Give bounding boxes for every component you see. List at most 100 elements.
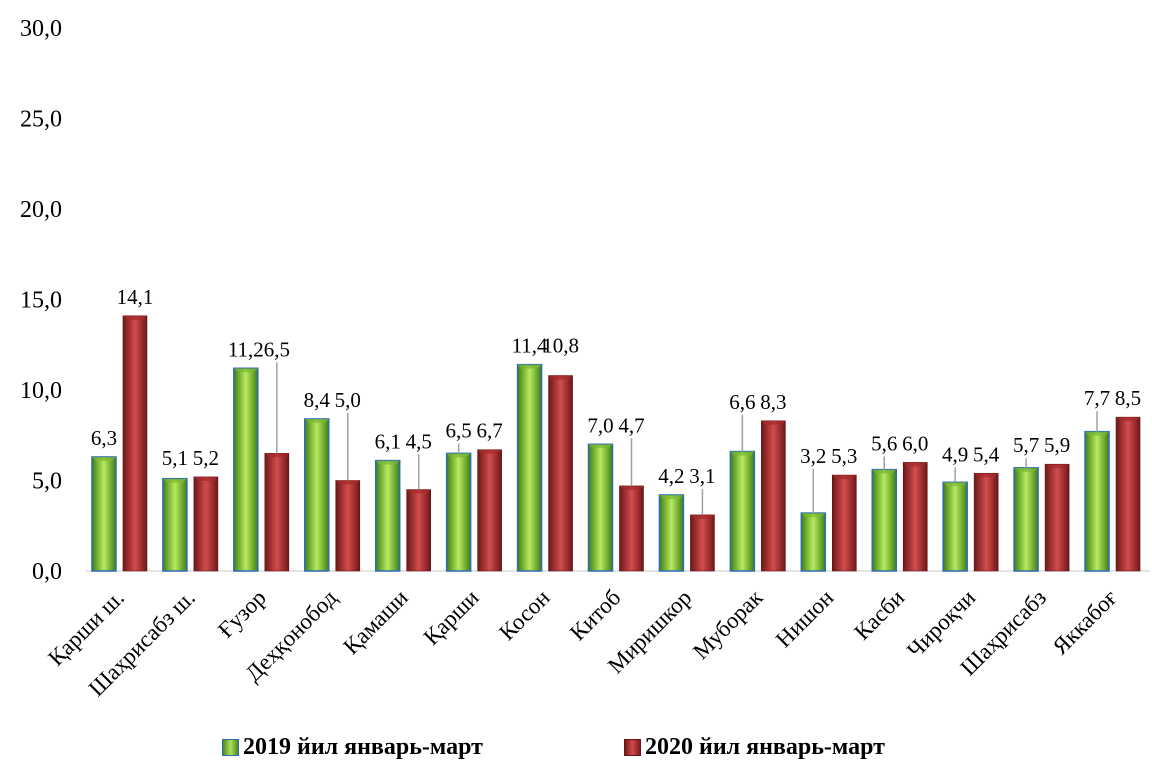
data-label-2020: 5,0 (335, 388, 361, 412)
data-label-2020: 4,5 (406, 430, 432, 454)
bar-2019 (304, 418, 330, 572)
bar-bevel (304, 418, 329, 423)
bar-bevel (446, 453, 471, 458)
x-tick-label: Яккабоғ (1048, 585, 1122, 659)
bar-bevel (588, 444, 613, 449)
bar-bevel (375, 460, 400, 465)
bar-2019 (942, 481, 968, 572)
data-label-2020: 14,1 (117, 285, 154, 309)
y-tick-label: 30,0 (20, 16, 62, 42)
bar-2020 (619, 485, 644, 572)
data-label-2019: 6,3 (91, 426, 117, 450)
bar-2020 (902, 462, 928, 572)
data-label-2019: 11,2 (228, 337, 264, 361)
bar-2020 (761, 420, 786, 572)
x-tick-label: Муборак (688, 584, 768, 664)
bar-2020 (193, 476, 219, 572)
data-label-2019: 5,6 (871, 431, 897, 455)
data-label-2020: 8,3 (760, 390, 786, 414)
bar-2019 (729, 450, 756, 572)
data-label-2019: 7,0 (587, 413, 613, 437)
data-label-2019: 5,1 (162, 446, 188, 470)
data-label-2019: 11,4 (512, 334, 548, 358)
data-label-2019: 3,2 (800, 444, 826, 468)
bar-bevel (335, 480, 360, 485)
x-tick-label: Ғузор (213, 585, 271, 643)
data-label-2020: 5,2 (193, 446, 219, 470)
data-label-2020: 6,5 (264, 337, 290, 361)
bar-bevel (872, 469, 897, 474)
data-label-2019: 8,4 (304, 388, 331, 412)
bar-2019 (162, 477, 188, 572)
bar-2020 (264, 453, 290, 572)
bar-2019 (233, 367, 259, 572)
x-tick-label: Касби (849, 585, 909, 645)
bar-bevel (730, 451, 755, 456)
bar-2019 (587, 443, 614, 572)
data-label-2019: 6,1 (375, 430, 401, 454)
x-tick-label: Косон (494, 585, 554, 645)
bar-bevel (943, 482, 968, 487)
x-tick-label: Қарши (419, 585, 484, 650)
data-label-2019: 6,5 (446, 419, 472, 443)
bar-2019 (658, 494, 685, 572)
bar-bevel (477, 449, 502, 454)
data-label-2020: 3,1 (689, 464, 715, 488)
data-label-2020: 6,0 (902, 431, 928, 455)
bar-2020 (690, 514, 715, 572)
y-tick-label: 15,0 (20, 288, 62, 314)
legend: 2019 йил январь-март 2020 йил январь-мар… (0, 734, 1152, 768)
data-label-2020: 4,7 (618, 413, 644, 437)
data-label-2019: 4,9 (942, 442, 968, 466)
bar-bevel (1085, 431, 1110, 436)
data-label-2019: 4,2 (658, 464, 684, 488)
bar-2019 (1013, 467, 1039, 572)
bar-bevel (801, 513, 826, 518)
legend-label-2019: 2019 йил январь-март (243, 734, 483, 760)
bar-bevel (974, 473, 999, 478)
labels: 6,314,15,1 5,211,2 6,58,4 5,06,1 4,5 6,5 6,711… (91, 285, 1141, 515)
legend-swatch-2020 (624, 739, 641, 756)
bar-2020 (1044, 463, 1070, 572)
bar-2020 (831, 474, 857, 572)
bar-bevel (619, 485, 644, 490)
y-tick-label: 25,0 (20, 107, 62, 133)
bar-2019 (1084, 430, 1110, 572)
bar-2019 (516, 363, 543, 572)
data-label-2019: 5,7 (1013, 433, 1039, 457)
bar-bevel (264, 453, 289, 458)
bar-2019 (91, 456, 117, 572)
data-label-2019: 6,6 (729, 390, 755, 414)
legend-label-2020: 2020 йил январь-март (645, 734, 885, 760)
bar-bevel (1045, 464, 1070, 469)
bar-bevel (233, 368, 258, 373)
bar-bevel (548, 375, 573, 380)
bar-bevel (1014, 467, 1039, 472)
y-tick-label: 0,0 (32, 559, 62, 585)
bar-bevel (761, 420, 786, 425)
bar-bevel (832, 475, 857, 480)
bar-2020 (122, 315, 148, 572)
bar-2019 (800, 512, 827, 572)
bar-2019 (374, 459, 401, 572)
bar-bevel (690, 514, 715, 519)
x-tick-label: Нишон (771, 585, 838, 652)
y-tick-label: 5,0 (32, 469, 62, 495)
data-label-2020: 5,3 (831, 444, 857, 468)
bar-2019 (871, 468, 897, 572)
bar-2020 (973, 472, 999, 572)
bar-bevel (903, 462, 928, 467)
data-label-2020: 8,5 (1115, 386, 1141, 410)
bar-bevel (162, 478, 187, 483)
bar-2020 (477, 449, 502, 572)
x-tick-label: Китоб (565, 585, 626, 646)
bar-bevel (1116, 417, 1141, 422)
bar-bevel (406, 489, 431, 494)
data-label-2020: 6,7 (477, 419, 503, 443)
data-label-2020: 10,8 (542, 334, 579, 358)
legend-item-2020: 2020 йил январь-март (624, 734, 885, 761)
bar-bevel (193, 476, 218, 481)
bar-bevel (122, 315, 147, 320)
